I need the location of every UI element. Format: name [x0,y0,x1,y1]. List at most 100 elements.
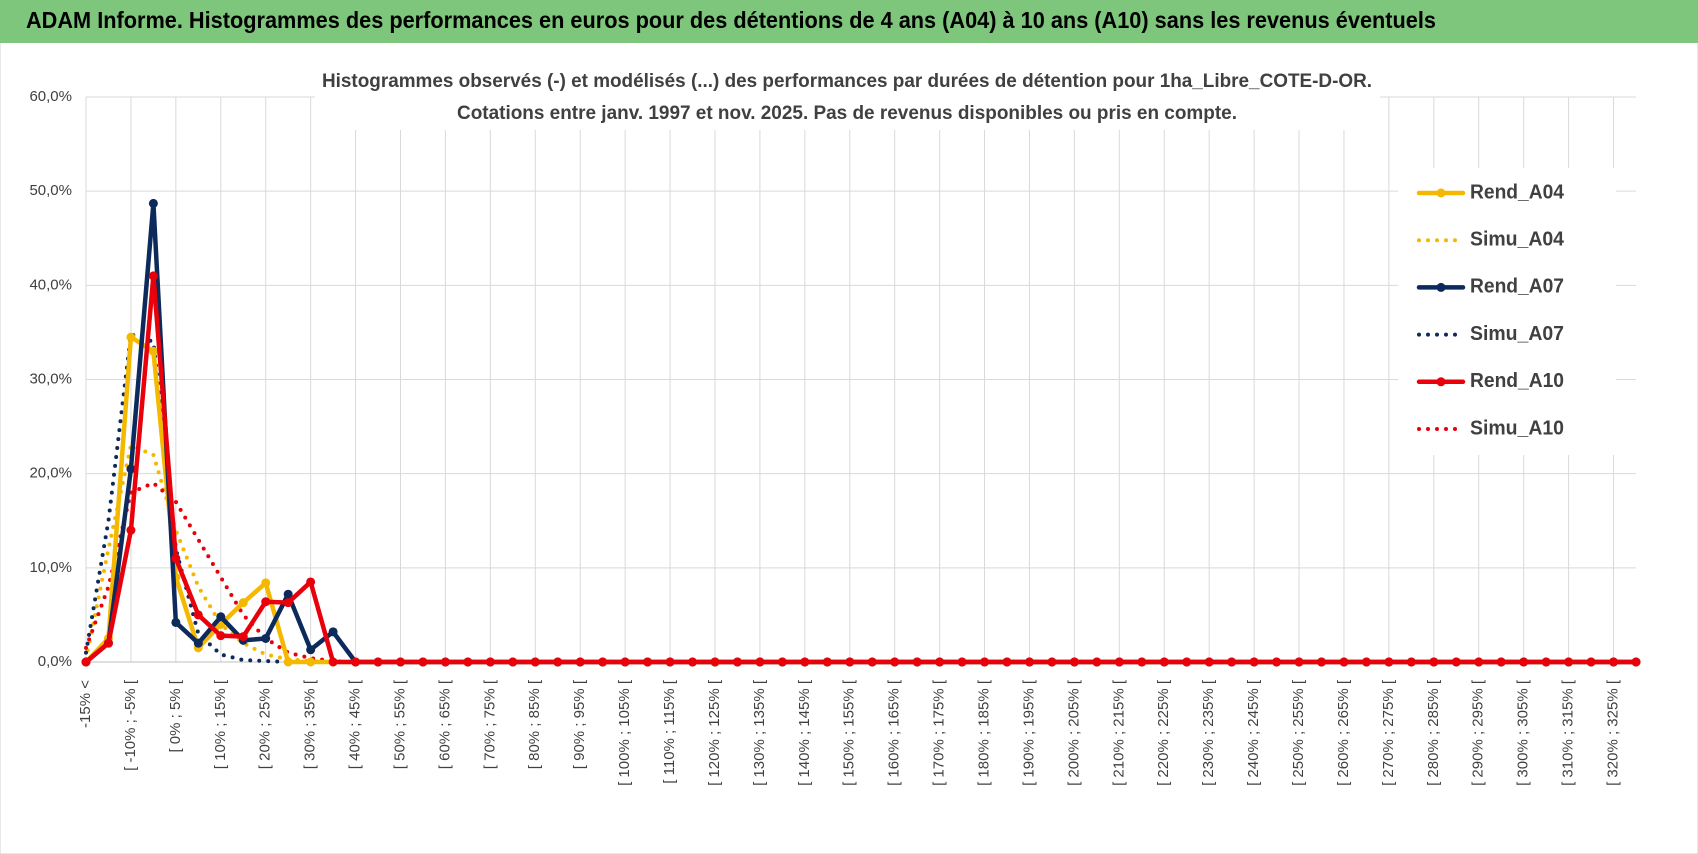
series-marker [620,657,630,667]
series-marker [1609,657,1619,667]
legend-label: Simu_A10 [1470,417,1564,439]
legend-marker [1436,377,1446,387]
x-tick-label: [ 100% ; 105% [ [616,679,633,786]
series-marker [485,657,495,667]
series-marker [1069,657,1079,667]
x-tick-label: [ 290% ; 295% [ [1470,679,1487,786]
series-marker [395,657,405,667]
series-marker [710,657,720,667]
series-marker [957,657,967,667]
legend-background [1398,168,1616,455]
x-tick-label: [ 170% ; 175% [ [931,679,948,786]
series-marker [1204,657,1214,667]
x-tick-label: [ 190% ; 195% [ [1020,679,1037,786]
series-marker [1496,657,1506,667]
series-marker [306,657,316,667]
x-tick-label: [ 60% ; 65% [ [436,679,453,769]
x-tick-label: [ 210% ; 215% [ [1110,679,1127,786]
y-tick-label: 40,0% [29,276,72,293]
x-tick-label: [ 80% ; 85% [ [526,679,543,769]
series-marker [1182,657,1192,667]
x-tick-label: [ 250% ; 255% [ [1290,679,1307,786]
y-tick-label: 10,0% [29,559,72,576]
series-marker [373,657,383,667]
series-marker [440,657,450,667]
series-marker [261,597,271,607]
series-marker [328,657,338,667]
series-marker [822,657,832,667]
x-tick-label: [ 240% ; 245% [ [1245,679,1262,786]
series-marker [598,657,608,667]
x-tick-label: [ 300% ; 305% [ [1515,679,1532,786]
legend-label: Rend_A07 [1470,276,1564,298]
chart-subtitle: Cotations entre janv. 1997 et nov. 2025.… [457,103,1237,124]
legend-label: Simu_A04 [1470,228,1565,250]
series-marker [1384,657,1394,667]
series-marker [193,638,203,648]
series-marker [1451,657,1461,667]
series-marker [148,198,158,208]
series-marker [1474,657,1484,667]
series-marker [1361,657,1371,667]
series-marker [283,657,293,667]
legend-marker [1436,282,1446,292]
x-tick-label: [ 130% ; 135% [ [751,679,768,786]
series-marker [283,598,293,608]
series-marker [306,645,316,655]
x-tick-label: [ 110% ; 115% [ [661,679,678,784]
x-tick-label: [ 140% ; 145% [ [796,679,813,786]
series-marker [935,657,945,667]
x-tick-label: [ 10% ; 15% [ [212,679,229,769]
series-marker [777,657,787,667]
x-tick-label: -15% < [77,680,94,728]
series-marker [800,657,810,667]
x-tick-label: [ 280% ; 285% [ [1425,679,1442,786]
series-marker [1024,657,1034,667]
x-tick-label: [ 200% ; 205% [ [1065,679,1082,786]
x-tick-label: [ 0% ; 5% [ [167,679,184,752]
series-marker [867,657,877,667]
series-marker [171,617,181,627]
series-marker [508,657,518,667]
series-marker [575,657,585,667]
series-marker [688,657,698,667]
series-marker [912,657,922,667]
legend-label: Rend_A10 [1470,370,1564,392]
chart-title: Histogrammes observés (-) et modélisés (… [322,71,1372,92]
series-marker [1272,657,1282,667]
x-tick-label: [ 260% ; 265% [ [1335,679,1352,786]
legend-label: Rend_A04 [1470,181,1565,203]
series-marker [238,632,248,642]
y-tick-label: 50,0% [29,182,72,199]
series-marker [1564,657,1574,667]
x-tick-label: [ 90% ; 95% [ [571,679,588,769]
series-marker [81,657,91,667]
series-marker [216,612,226,622]
x-tick-label: [ 310% ; 315% [ [1560,679,1577,786]
header-title: ADAM Informe. Histogrammes des performan… [26,7,1436,33]
series-marker [463,657,473,667]
series-marker [306,577,316,587]
y-tick-label: 20,0% [29,465,72,482]
series-marker [126,332,136,342]
series-marker [261,633,271,643]
series-marker [643,657,653,667]
series-marker [1406,657,1416,667]
x-tick-label: [ 150% ; 155% [ [841,679,858,786]
legend-marker [1436,188,1446,198]
series-marker [845,657,855,667]
series-marker [126,464,136,474]
series-marker [328,627,338,637]
series-marker [1002,657,1012,667]
series-marker [1541,657,1551,667]
x-tick-label: [ 220% ; 225% [ [1155,679,1172,786]
series-marker [1429,657,1439,667]
series-marker [732,657,742,667]
series-marker [283,589,293,599]
series-marker [238,598,248,608]
series-marker [1159,657,1169,667]
series-marker [1317,657,1327,667]
legend-label: Simu_A07 [1470,323,1564,345]
series-marker [261,578,271,588]
x-tick-label: [ 30% ; 35% [ [302,679,319,769]
